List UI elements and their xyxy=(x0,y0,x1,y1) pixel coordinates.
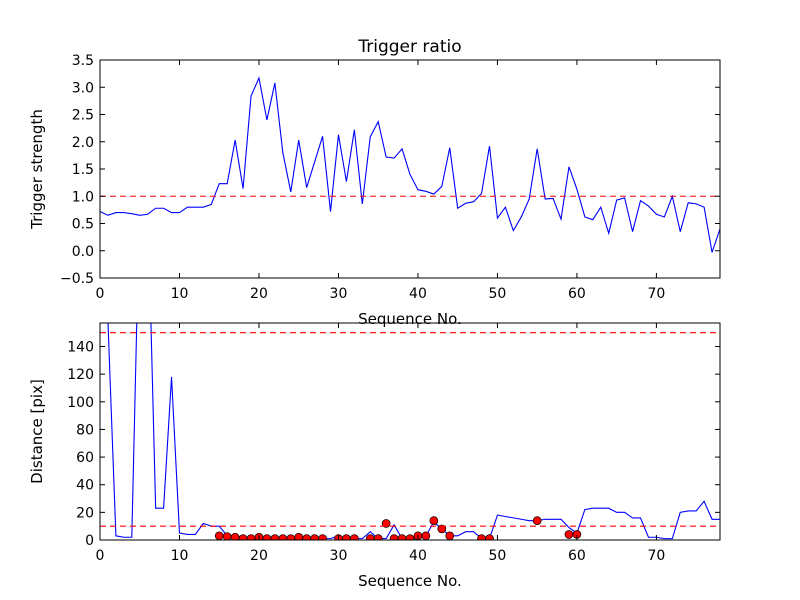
data-point-marker xyxy=(286,534,296,540)
y-axis-label: Distance [pix] xyxy=(28,379,46,484)
y-tick-label: 0.5 xyxy=(72,217,94,233)
y-tick-label: 0.0 xyxy=(72,244,94,260)
data-point-marker xyxy=(342,534,351,540)
trigger-ratio-panel: 0 10 20 30 40 50 60 70 −0.5 0.0 0.5 1.0 1.5 2.0 2.5 3.0… xyxy=(28,37,721,328)
data-point-marker xyxy=(278,534,288,540)
data-point-marker xyxy=(445,531,455,540)
y-tick-label: −0.5 xyxy=(60,271,94,287)
data-point-marker xyxy=(564,530,574,539)
x-axis-label: Sequence No. xyxy=(358,572,462,590)
x-tick-label: 20 xyxy=(250,286,268,302)
x-tick-label: 40 xyxy=(409,548,427,564)
x-tick-label: 70 xyxy=(647,286,665,302)
y-tick-label: 60 xyxy=(76,450,94,466)
data-point-marker xyxy=(405,534,415,540)
y-tick-label: 0 xyxy=(85,533,94,549)
x-tick-label: 50 xyxy=(489,548,507,564)
y-tick-label: 3.5 xyxy=(72,53,94,69)
data-point-marker xyxy=(246,534,256,540)
data-point-marker xyxy=(421,531,431,540)
x-tick-label: 10 xyxy=(171,286,189,302)
chart-title: Trigger ratio xyxy=(357,37,461,57)
y-tick-label: 2.5 xyxy=(72,108,94,124)
data-point-marker xyxy=(485,534,494,540)
y-tick-label: 40 xyxy=(76,478,94,494)
data-point-marker xyxy=(318,534,327,540)
data-point-marker xyxy=(477,534,486,540)
y-tick-label: 140 xyxy=(67,339,94,355)
data-point-marker xyxy=(302,534,312,540)
x-tick-label: 60 xyxy=(568,286,586,302)
y-tick-label: 1.5 xyxy=(72,162,94,178)
data-point-marker xyxy=(214,531,224,540)
data-point-marker xyxy=(437,524,447,534)
data-point-marker xyxy=(373,534,383,540)
axes-frame xyxy=(99,322,721,541)
data-point-marker xyxy=(222,532,232,540)
y-tick-label: 120 xyxy=(67,367,94,383)
x-tick-label: 0 xyxy=(96,286,105,302)
data-point-marker xyxy=(350,534,359,540)
x-tick-label: 40 xyxy=(409,286,427,302)
x-tick-label: 60 xyxy=(568,548,586,564)
data-point-marker xyxy=(429,516,439,525)
x-tick-label: 30 xyxy=(330,548,348,564)
y-tick-label: 1.0 xyxy=(72,189,94,205)
data-point-marker xyxy=(381,519,391,528)
data-point-marker xyxy=(310,534,319,540)
y-tick-label: 100 xyxy=(67,395,94,411)
data-point-marker xyxy=(238,534,248,540)
x-tick-label: 50 xyxy=(489,286,507,302)
data-point-marker xyxy=(365,534,375,540)
x-tick-label: 0 xyxy=(96,548,105,564)
y-tick-label: 20 xyxy=(76,505,94,521)
data-point-marker xyxy=(270,534,280,540)
data-point-marker xyxy=(532,516,542,525)
x-tick-label: 10 xyxy=(171,548,189,564)
x-tick-label: 30 xyxy=(330,286,348,302)
axes-frame xyxy=(99,59,721,279)
data-point-marker xyxy=(389,534,399,540)
y-tick-label: 2.0 xyxy=(72,135,94,151)
x-tick-label: 20 xyxy=(250,548,268,564)
y-tick-label: 3.0 xyxy=(72,80,94,96)
distance-panel: 0 10 20 30 40 50 60 70 0 20 40 60 80 100 120 140 Sequenc… xyxy=(28,322,721,590)
y-tick-label: 80 xyxy=(76,422,94,438)
y-axis-label: Trigger strength xyxy=(28,109,46,230)
series-line xyxy=(107,323,720,540)
plot-area xyxy=(100,323,720,540)
x-axis-label: Sequence No. xyxy=(358,310,462,328)
data-point-marker xyxy=(262,534,272,540)
plot-area xyxy=(100,76,720,253)
x-tick-label: 70 xyxy=(647,548,665,564)
data-point-marker xyxy=(397,534,407,540)
series-line xyxy=(100,76,720,253)
